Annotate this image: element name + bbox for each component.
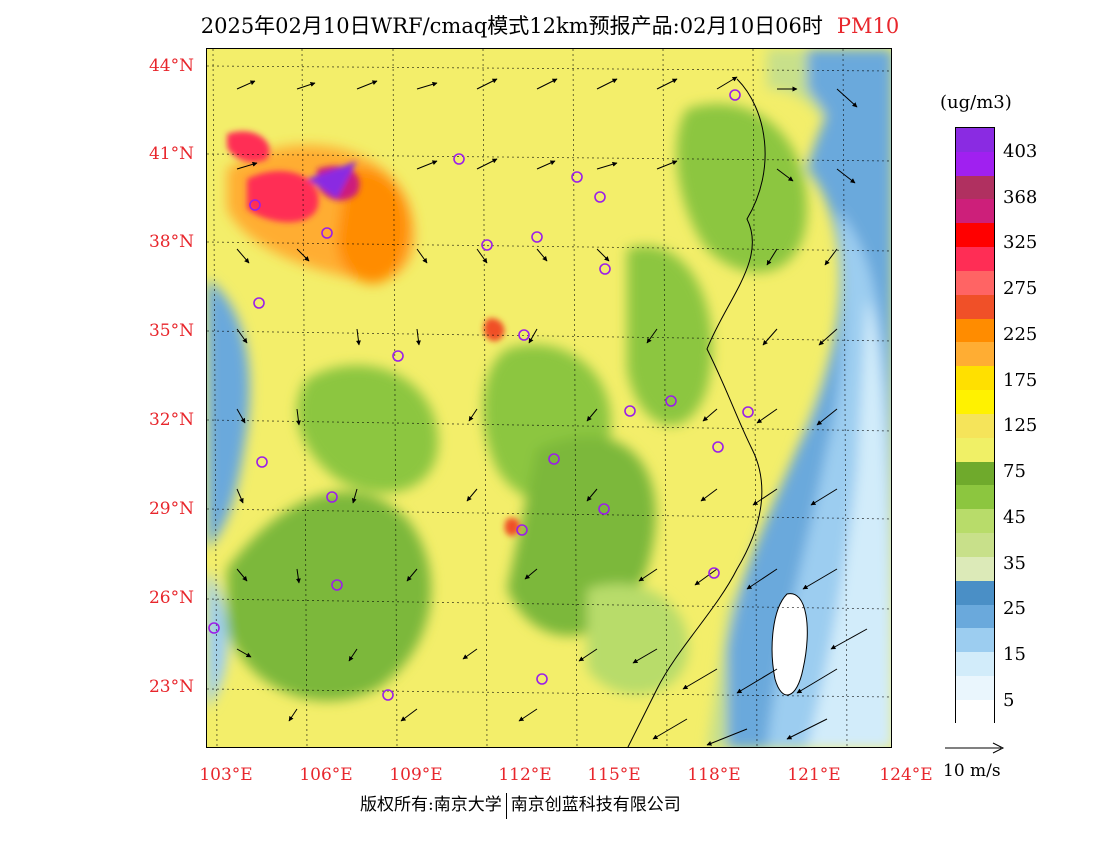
colorbar-swatch bbox=[956, 461, 994, 486]
legend-label: 25 bbox=[1003, 598, 1026, 619]
lat-label: 44°N bbox=[148, 56, 194, 76]
lat-label: 32°N bbox=[148, 410, 194, 430]
colorbar-swatch bbox=[956, 175, 994, 200]
lat-label: 41°N bbox=[148, 144, 194, 164]
colorbar-swatch bbox=[956, 509, 994, 534]
chart-title: 2025年02月10日WRF/cmaq模式12km预报产品:02月10日06时 P… bbox=[0, 10, 1100, 40]
footer-left: 版权所有:南京大学 bbox=[360, 795, 502, 815]
colorbar-swatch bbox=[956, 342, 994, 367]
colorbar-swatch bbox=[956, 580, 994, 605]
colorbar-swatch bbox=[956, 128, 994, 152]
colorbar-swatch bbox=[956, 390, 994, 414]
lon-label: 103°E bbox=[199, 765, 253, 785]
colorbar-swatch bbox=[956, 413, 994, 438]
wind-vectors bbox=[236, 76, 868, 746]
lat-label: 29°N bbox=[148, 499, 194, 519]
colorbar-swatch bbox=[956, 366, 994, 391]
city-markers bbox=[208, 89, 754, 701]
colorbar-swatch bbox=[956, 699, 994, 724]
lat-label: 38°N bbox=[148, 232, 194, 252]
legend-label: 45 bbox=[1003, 507, 1026, 528]
lon-label: 109°E bbox=[389, 765, 443, 785]
vector-key-label: 10 m/s bbox=[943, 761, 1001, 781]
footer-right: 南京创蓝科技有限公司 bbox=[510, 795, 681, 815]
legend-label: 275 bbox=[1003, 278, 1038, 299]
colorbar-swatch bbox=[956, 223, 994, 248]
legend-label: 5 bbox=[1003, 690, 1015, 711]
legend-label: 75 bbox=[1003, 461, 1026, 482]
legend-label: 175 bbox=[1003, 370, 1038, 391]
colorbar-swatch bbox=[956, 652, 994, 677]
colorbar-swatch bbox=[956, 247, 994, 271]
colorbar-swatch bbox=[956, 485, 994, 510]
colorbar-swatch bbox=[956, 199, 994, 224]
lat-label: 23°N bbox=[148, 677, 194, 697]
colorbar-swatch bbox=[956, 628, 994, 653]
footer-credit: 版权所有:南京大学 南京创蓝科技有限公司 bbox=[360, 790, 681, 819]
lon-label: 118°E bbox=[687, 765, 741, 785]
legend-label: 368 bbox=[1003, 187, 1038, 208]
legend-label: 325 bbox=[1003, 232, 1038, 253]
vector-key-arrow bbox=[945, 742, 1005, 754]
title-main: 2025年02月10日WRF/cmaq模式12km预报产品:02月10日06时 bbox=[200, 14, 823, 38]
lon-label: 112°E bbox=[498, 765, 552, 785]
legend-label: 225 bbox=[1003, 324, 1038, 345]
lat-label: 26°N bbox=[148, 588, 194, 608]
map-panel bbox=[206, 48, 892, 748]
colorbar-swatch bbox=[956, 318, 994, 343]
legend-label: 35 bbox=[1003, 553, 1026, 574]
legend-label: 15 bbox=[1003, 644, 1026, 665]
lon-label: 124°E bbox=[879, 765, 933, 785]
colorbar-swatch bbox=[956, 151, 994, 176]
lon-label: 106°E bbox=[299, 765, 353, 785]
colorbar-swatch bbox=[956, 533, 994, 557]
title-variable: PM10 bbox=[836, 14, 900, 38]
lon-label: 115°E bbox=[587, 765, 641, 785]
legend-label: 125 bbox=[1003, 415, 1038, 436]
lon-label: 121°E bbox=[787, 765, 841, 785]
colorbar-swatch bbox=[956, 270, 994, 295]
colorbar-swatch bbox=[956, 437, 994, 462]
legend-label: 403 bbox=[1003, 141, 1038, 162]
footer-divider bbox=[505, 792, 507, 819]
legend-unit: (ug/m3) bbox=[940, 92, 1012, 113]
colorbar-swatch bbox=[956, 676, 994, 700]
lat-label: 35°N bbox=[148, 321, 194, 341]
colorbar-swatch bbox=[956, 604, 994, 629]
pm10-field bbox=[207, 49, 891, 747]
colorbar-swatch bbox=[956, 556, 994, 581]
colorbar bbox=[955, 127, 995, 724]
colorbar-swatch bbox=[956, 294, 994, 319]
